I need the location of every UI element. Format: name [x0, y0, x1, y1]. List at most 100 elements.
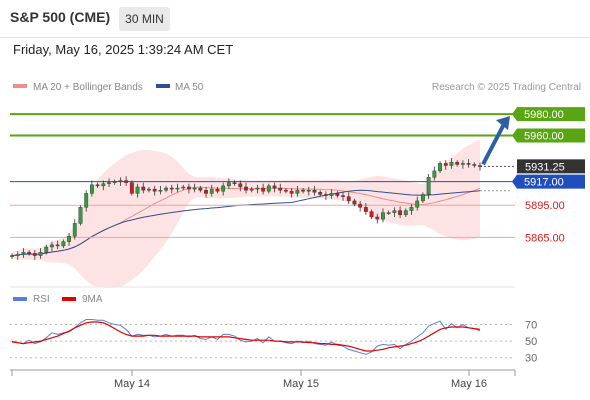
candle [95, 182, 100, 189]
candle [198, 185, 203, 193]
candle-body [158, 189, 163, 192]
candle [152, 185, 157, 196]
candle-body [261, 187, 266, 192]
candle [44, 244, 49, 255]
candle-body [72, 223, 77, 237]
candle-body [466, 163, 471, 165]
candle [261, 183, 266, 195]
candle [147, 186, 151, 193]
candle [466, 159, 471, 168]
candle [209, 184, 214, 197]
candle-body [187, 186, 191, 190]
candle [89, 180, 94, 197]
candle-body [369, 211, 374, 218]
candle [318, 190, 323, 197]
candle [306, 186, 311, 196]
candle [415, 196, 420, 211]
candle [449, 158, 454, 169]
candle [363, 203, 368, 215]
candle [21, 248, 26, 258]
level-tag-pivot [512, 174, 585, 189]
candle [301, 188, 305, 194]
candle-body [443, 163, 448, 166]
candle [27, 250, 32, 256]
candle-body [10, 255, 14, 257]
candle-body [124, 180, 129, 183]
candle [187, 183, 191, 194]
candle [341, 192, 345, 201]
level-value-resistance: 5980.00 [524, 109, 564, 121]
candle-body [181, 186, 186, 189]
candle-body [323, 194, 328, 196]
candle-body [392, 210, 397, 213]
bollinger-band-area [12, 139, 480, 288]
candle [215, 186, 220, 194]
candle [272, 182, 277, 193]
candle [192, 183, 197, 193]
candle-body [141, 186, 146, 191]
candle-body [84, 193, 89, 208]
level-tag-resistance [512, 128, 585, 143]
candle [375, 213, 380, 224]
candle-body [67, 236, 71, 242]
candle-body [209, 188, 214, 194]
candle-body [255, 187, 260, 190]
candle-body [329, 193, 334, 196]
candle [472, 162, 477, 168]
candle-body [112, 181, 117, 183]
candle-body [363, 207, 368, 212]
candle-body [415, 200, 420, 208]
candle [118, 177, 123, 186]
candle [10, 253, 14, 259]
forecast-arrow [481, 116, 510, 166]
candle-body [78, 207, 83, 224]
candle [249, 186, 254, 193]
candle [175, 183, 180, 193]
candle-body [61, 241, 66, 247]
candle [124, 176, 129, 186]
candle [50, 241, 54, 252]
timeframe-button[interactable]: 30 MIN [119, 7, 170, 31]
candle-body [478, 165, 482, 167]
time-axis-label: May 16 [451, 378, 487, 390]
rsi-legend: RSI 9MA [13, 294, 103, 305]
candle-body [335, 193, 340, 196]
candle-body [244, 186, 248, 191]
candle-body [318, 192, 323, 195]
candle [386, 210, 391, 215]
candle-body [438, 163, 442, 172]
legend-bollinger-label: MA 20 + Bollinger Bands [33, 82, 143, 93]
candle-body [352, 200, 357, 205]
candle [278, 183, 283, 194]
time-axis-label: May 15 [283, 378, 319, 390]
candle-body [38, 252, 43, 256]
candle [284, 188, 288, 194]
candle-body [301, 189, 305, 192]
rsi-tick-label: 50 [525, 336, 537, 348]
candle-body [215, 188, 220, 192]
price-levels [10, 113, 515, 238]
candle-body [32, 253, 37, 256]
candle-body [15, 254, 20, 256]
candle-body [118, 180, 123, 182]
candle [432, 166, 437, 181]
candle-body [249, 188, 254, 191]
rsi-ma-line [11, 321, 481, 352]
candle-body [472, 164, 477, 166]
candle-body [44, 246, 49, 253]
candle-body [284, 189, 288, 192]
candle [392, 207, 397, 217]
header-bar: S&P 500 (CME) 30 MIN [0, 0, 590, 38]
legend-ma50-label: MA 50 [175, 82, 204, 93]
legend-rsi-ma-label: 9MA [82, 294, 103, 305]
rsi-tick-label: 70 [525, 319, 537, 331]
candle-body [341, 195, 345, 197]
rsi-tick-label: 30 [525, 353, 537, 365]
candle-body [460, 163, 465, 165]
bollinger-band-fill [12, 139, 480, 288]
candle [443, 160, 448, 170]
candle [55, 240, 60, 250]
candle-body [192, 187, 197, 190]
last-price-value: 5931.25 [525, 161, 565, 173]
